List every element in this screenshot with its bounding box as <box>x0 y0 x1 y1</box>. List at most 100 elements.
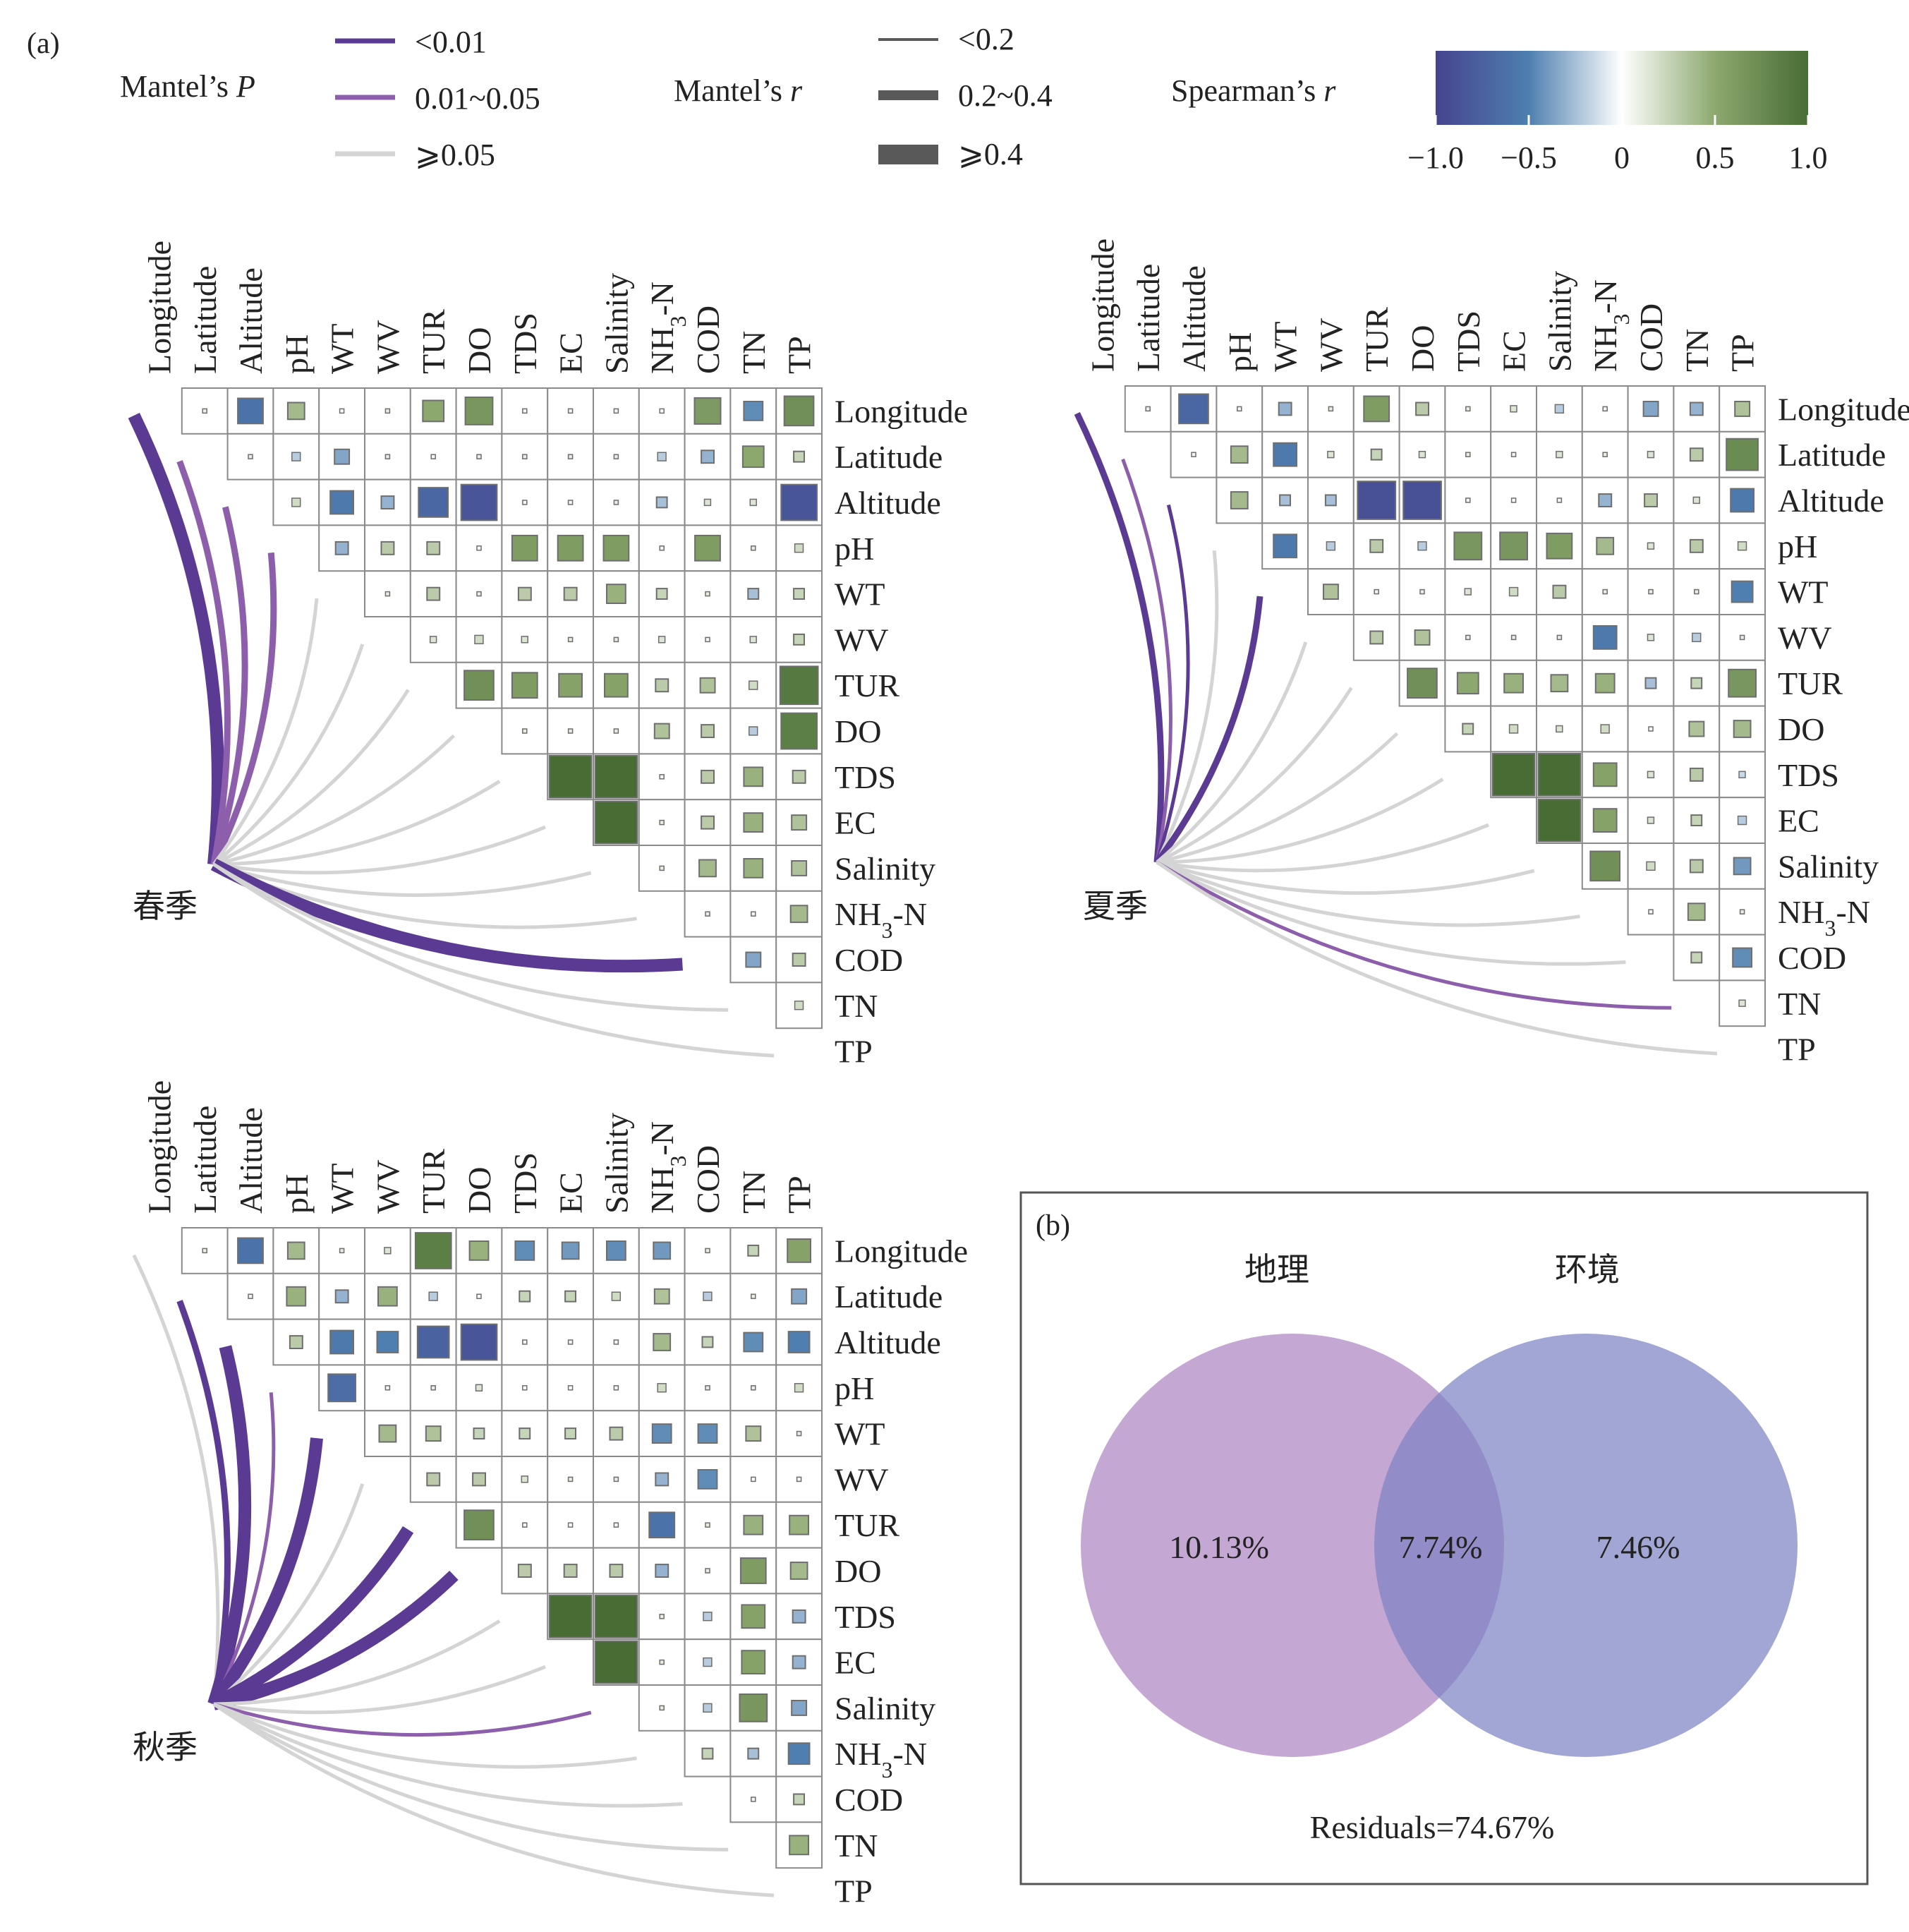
corr-square-altitude-wv <box>1324 494 1337 507</box>
corr-square-tds-salinity <box>594 755 638 799</box>
corr-square-latitude-tp <box>791 1288 808 1305</box>
corr-square-do-tds <box>1462 723 1474 735</box>
corr-square-longitude-tur <box>422 399 445 423</box>
row-label-salinity: Salinity <box>835 850 935 886</box>
corr-square-ph-do <box>1417 541 1427 551</box>
corr-square-latitude-ec <box>1510 452 1517 457</box>
mantel-link-latitude <box>1121 458 1172 863</box>
corr-square-altitude-nh3-n <box>655 496 668 509</box>
corr-square-tds-cod <box>1647 771 1655 778</box>
corr-square-altitude-tur <box>418 487 449 518</box>
corr-square-tur-tp <box>1728 668 1757 698</box>
corr-square-wv-tur <box>1369 630 1384 645</box>
corr-square-altitude-wv <box>376 1331 399 1353</box>
corr-square-wv-nh3-n <box>655 1472 669 1487</box>
mantel-link-wt <box>208 1437 323 1708</box>
column-label-salinity: Salinity <box>1541 271 1577 372</box>
corr-square-ph-wv <box>384 1385 391 1391</box>
column-label-tn: TN <box>1679 329 1715 372</box>
venn-circle-environment <box>1374 1334 1798 1757</box>
corr-square-do-tn <box>739 1557 767 1584</box>
corr-square-do-tp <box>789 1562 808 1580</box>
spearman-tick-label-4: 1.0 <box>1789 140 1828 175</box>
corr-square-latitude-ph <box>286 1286 307 1307</box>
mantel-link-tur <box>1156 687 1353 864</box>
mantel-link-salinity <box>213 1702 592 1737</box>
corr-square-nh3-n-tp <box>787 1742 811 1765</box>
corr-square-tur-cod <box>705 1522 710 1528</box>
corr-square-wv-do <box>472 1472 486 1487</box>
corr-square-cod-tn <box>1690 951 1703 964</box>
venn-set-label-0: 地理 <box>1244 1250 1309 1288</box>
corr-square-do-tds <box>522 728 528 734</box>
mantel-link-tds <box>213 1619 501 1706</box>
corr-square-longitude-tur <box>1363 395 1390 423</box>
heatmap-spring: Longitude Latitude Altitude pH WT WV TUR DO TDS E… <box>128 241 968 1070</box>
corr-square-tds-tp <box>1738 771 1746 778</box>
column-label-wv: WV <box>370 1159 406 1214</box>
corr-square-altitude-cod <box>703 498 712 507</box>
mantel-link-latitude <box>176 1300 231 1705</box>
legend-mantel-p-title: Mantel’s P <box>120 69 255 104</box>
venn-frame <box>1019 1191 1869 1885</box>
corr-square-longitude-cod <box>693 397 722 425</box>
column-label-altitude: Altitude <box>233 267 269 374</box>
mantel-link-salinity <box>213 862 592 898</box>
corr-square-longitude-tn <box>743 401 764 421</box>
corr-square-altitude-cod <box>701 1336 714 1348</box>
corr-square-latitude-wt <box>334 1289 349 1304</box>
corr-square-salinity-nh3-n <box>1589 850 1621 882</box>
row-label-do: DO <box>835 1553 881 1589</box>
column-label-ph: pH <box>1222 332 1258 372</box>
corr-square-ec-nh3-n <box>659 819 665 826</box>
column-label-salinity: Salinity <box>598 1113 634 1214</box>
corr-square-longitude-tn <box>1689 402 1704 416</box>
mantel-link-latitude <box>176 460 231 865</box>
row-label-ec: EC <box>835 805 876 841</box>
corr-square-ph-ec <box>557 534 584 562</box>
corr-square-wt-nh3-n <box>655 588 668 600</box>
column-label-do: DO <box>461 327 497 374</box>
corr-square-longitude-ec <box>561 1241 580 1260</box>
corr-square-longitude-tp <box>783 395 815 427</box>
row-label-longitude: Longitude <box>1778 391 1909 427</box>
corr-square-altitude-salinity <box>1556 497 1563 503</box>
corr-square-wt-cod <box>1648 588 1654 595</box>
row-label-salinity: Salinity <box>1778 848 1879 884</box>
corr-square-latitude-cod <box>701 449 715 464</box>
row-label-latitude: Latitude <box>835 1279 943 1315</box>
corr-square-do-tn <box>1688 720 1705 737</box>
corr-square-wt-wv <box>1323 584 1339 600</box>
corr-square-latitude-tur <box>1370 448 1383 461</box>
mantel-link-nh3-n <box>213 1702 637 1769</box>
mantel-link-salinity <box>1156 860 1535 895</box>
corr-square-latitude-cod <box>1647 450 1655 459</box>
column-label-wt: WT <box>325 1163 360 1214</box>
corr-square-latitude-do <box>476 454 482 459</box>
corr-square-ph-salinity <box>613 1385 619 1391</box>
corr-square-wt-cod <box>705 591 710 597</box>
corr-square-nh3-n-tn <box>1687 902 1706 922</box>
mantel-link-tur <box>212 689 410 867</box>
corr-square-ph-wv <box>1326 541 1336 551</box>
corr-square-tds-nh3-n <box>659 774 665 780</box>
mantel-link-wt <box>212 598 319 866</box>
column-label-latitude: Latitude <box>187 1106 223 1214</box>
column-label-longitude: Longitude <box>141 1080 177 1214</box>
mantel-link-cod <box>210 859 683 973</box>
corr-square-wt-salinity <box>1552 584 1567 599</box>
legend-r-bar-1 <box>878 90 938 100</box>
row-label-ph: pH <box>835 531 874 567</box>
corr-square-latitude-tds <box>522 454 528 459</box>
corr-square-wv-tn <box>751 1476 756 1483</box>
corr-square-tur-tds <box>511 672 538 699</box>
corr-square-tur-do <box>1407 668 1438 699</box>
column-label-tn: TN <box>736 1171 772 1214</box>
corr-square-longitude-wt <box>1278 402 1292 416</box>
column-label-do: DO <box>461 1167 497 1214</box>
row-label-ec: EC <box>835 1645 876 1681</box>
corr-square-latitude-cod <box>703 1291 713 1301</box>
corr-square-longitude-latitude <box>1145 406 1151 412</box>
corr-square-nh3-n-tp <box>1739 909 1745 914</box>
corr-square-ph-salinity <box>1546 532 1573 560</box>
